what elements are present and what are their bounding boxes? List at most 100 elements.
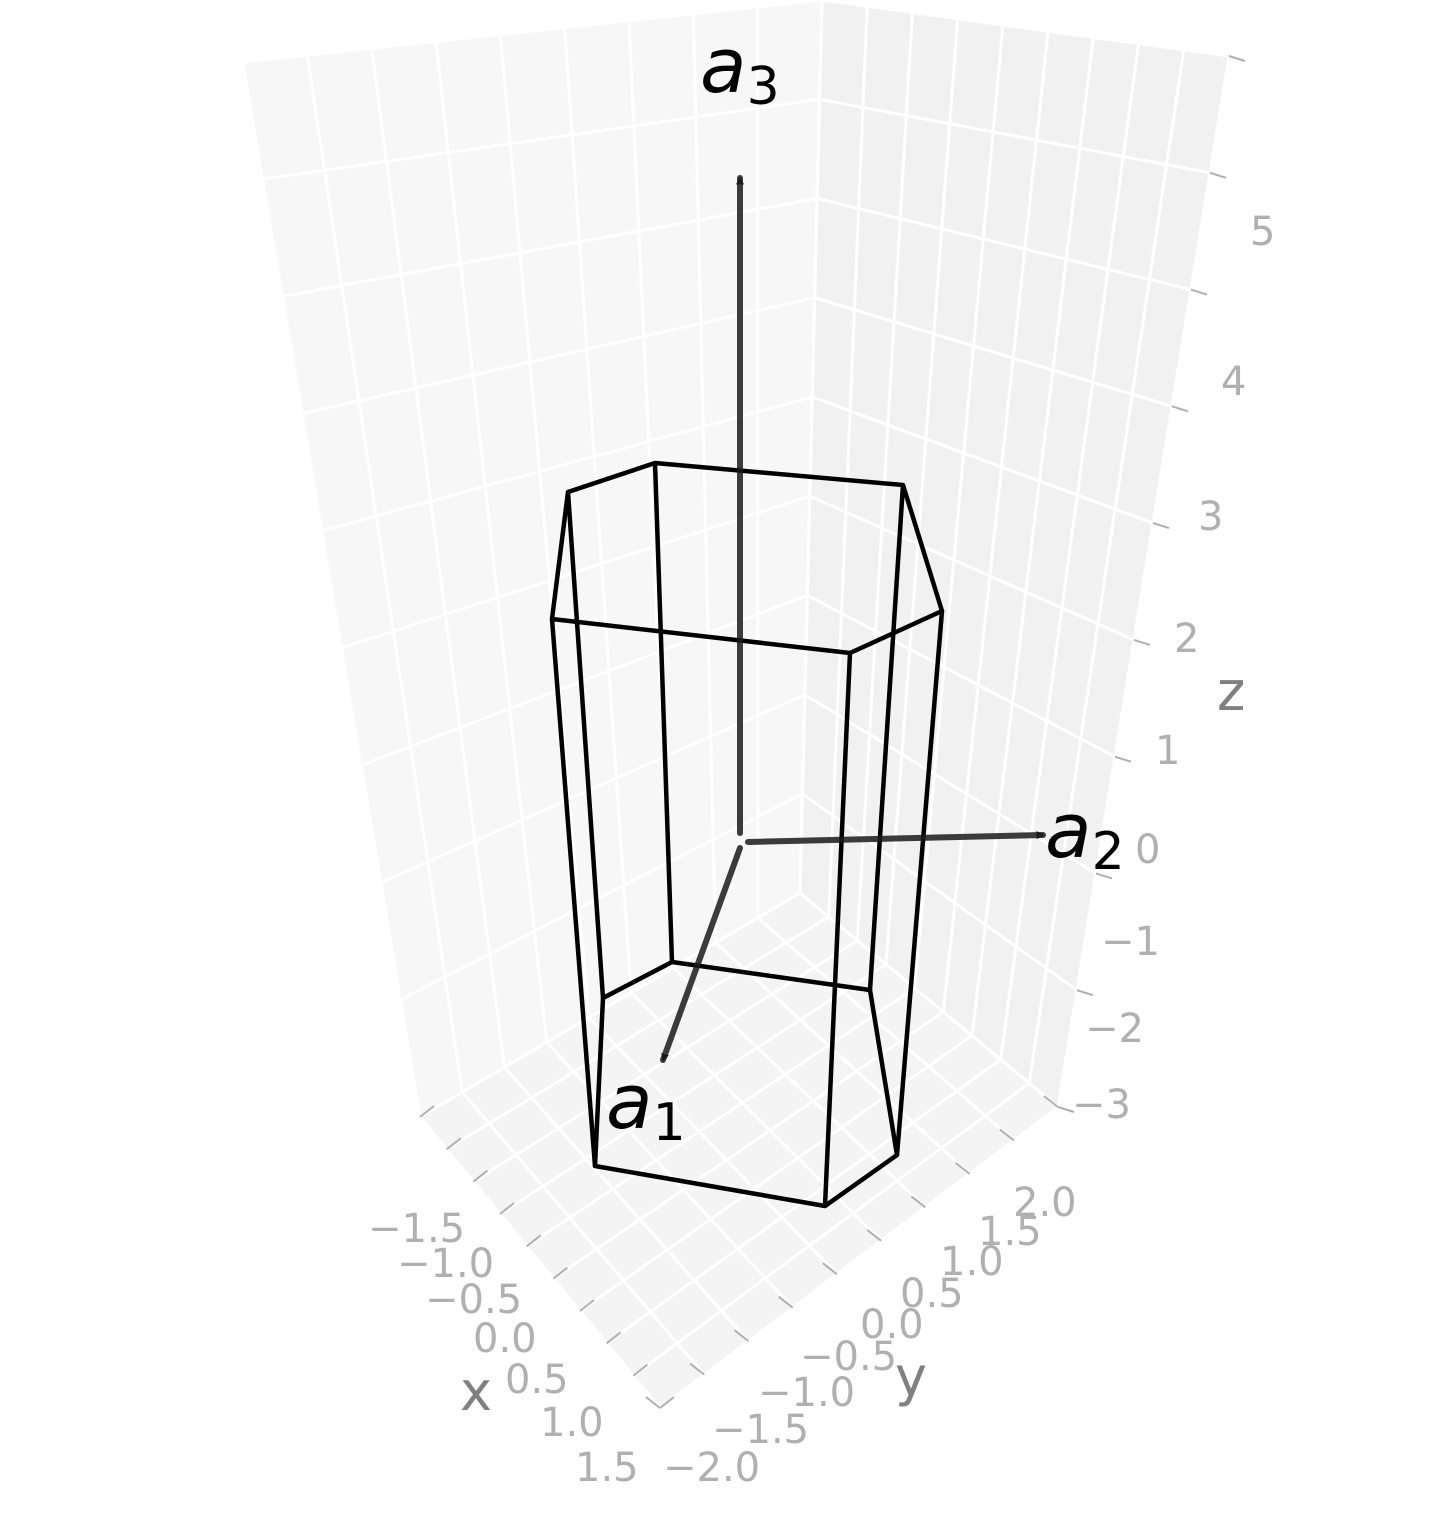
z-axis-label: z	[1217, 660, 1245, 723]
right-pane-gridline	[809, 494, 1135, 642]
floor-gridline	[445, 915, 830, 1151]
z-tick-mark	[1209, 171, 1227, 179]
right-pane-gridline	[801, 792, 1078, 992]
x-tick-labels: −1.5 −1.0 −0.5 0.0 0.5 1.0 1.5	[368, 1206, 639, 1491]
y-tick-mark	[645, 1396, 661, 1409]
z-tick-mark	[1228, 55, 1246, 62]
x-tick-mark	[472, 1169, 488, 1183]
vector-a2-label: a2	[1045, 786, 1125, 882]
right-pane-gridline	[855, 12, 914, 941]
y-tick-label: 0.5	[900, 1271, 964, 1317]
prism-vertical-edge	[652, 462, 675, 963]
y-tick-mark	[999, 1128, 1015, 1142]
left-pane-gridline	[282, 196, 818, 298]
right-pane-gridline	[999, 43, 1141, 1060]
y-tick-mark	[910, 1195, 926, 1209]
grid-lines	[241, 0, 1231, 1410]
z-tick-mark	[1114, 755, 1132, 763]
floor-gridline	[418, 1116, 662, 1409]
x-tick-mark	[446, 1137, 462, 1151]
floor-gridline	[799, 891, 1059, 1109]
z-tick-label: −1	[1101, 919, 1160, 965]
y-tick-mark	[778, 1295, 794, 1309]
y-tick-label: −1.5	[712, 1407, 809, 1453]
y-tick-mark	[1043, 1095, 1059, 1108]
x-tick-mark	[659, 1396, 675, 1409]
x-tick-label: −1.5	[368, 1206, 465, 1252]
right-pane-gridline	[827, 6, 869, 917]
right-pane-gridline	[819, 97, 1211, 175]
left-pane-gridline	[241, 61, 422, 1118]
left-pane-gridline	[380, 693, 806, 884]
floor-gridline	[659, 1105, 1059, 1410]
y-tick-mark	[733, 1329, 750, 1342]
left-pane-gridline	[242, 0, 823, 64]
right-pane-gridline	[1027, 49, 1186, 1084]
floor-gridline	[714, 941, 971, 1176]
left-pane-gridline	[301, 296, 816, 416]
prism-vertical-edge	[822, 652, 853, 1207]
floor-gridline	[756, 916, 1015, 1142]
x-tick-mark	[579, 1299, 595, 1312]
y-axis-label: y	[895, 1345, 927, 1408]
right-pane-gridline	[814, 296, 1173, 408]
x-tick-label: 1.5	[575, 1445, 639, 1491]
z-tick-label: 3	[1198, 494, 1223, 540]
z-tick-label: 4	[1221, 359, 1246, 405]
vector-a1-label: a1	[606, 1057, 686, 1153]
z-tick-mark	[1076, 989, 1094, 997]
x-tick-mark	[499, 1202, 515, 1215]
floor-gridline	[579, 1034, 973, 1313]
y-tick-labels: −2.0 −1.5 −1.0 −0.5 0.0 0.5 1.0 1.5 2.0	[663, 1180, 1077, 1491]
right-pane-gridline	[970, 37, 1095, 1036]
y-tick-label: 0.0	[860, 1302, 924, 1348]
z-tick-label: 2	[1174, 616, 1199, 662]
right-pane-gridline	[884, 18, 960, 965]
right-pane-gridline	[1056, 55, 1231, 1108]
x-tick-mark	[632, 1363, 648, 1377]
left-pane	[243, 0, 822, 1117]
axis-ticks	[419, 55, 1246, 1409]
vector-a3-label: a3	[700, 21, 780, 117]
right-pane-gridline	[811, 395, 1154, 525]
z-tick-mark	[1057, 1106, 1075, 1113]
right-pane-gridline	[816, 196, 1192, 292]
x-tick-mark	[606, 1331, 622, 1345]
floor-gridline	[632, 1081, 1031, 1377]
x-tick-label: −1.0	[397, 1241, 494, 1287]
x-tick-mark	[419, 1105, 435, 1118]
floor-gridline	[552, 1010, 945, 1280]
y-tick-label: 1.0	[940, 1239, 1004, 1285]
x-axis-label: x	[460, 1360, 492, 1423]
right-pane-gridline	[941, 30, 1050, 1013]
left-pane-gridline	[262, 97, 820, 181]
left-pane-gridline	[321, 395, 813, 533]
left-pane-gridline	[498, 34, 591, 1018]
y-tick-mark	[822, 1262, 838, 1275]
z-tick-label: −2	[1085, 1006, 1144, 1052]
prism-vertical-edge	[894, 610, 945, 1156]
x-tick-label: 1.0	[540, 1400, 604, 1446]
right-pane-gridline	[913, 24, 1005, 989]
z-tick-mark	[1152, 522, 1170, 530]
left-pane-gridline	[434, 41, 549, 1043]
x-tick-label: 0.0	[473, 1316, 537, 1362]
x-tick-mark	[552, 1266, 568, 1280]
left-pane-gridline	[399, 792, 804, 1002]
right-pane-gridline	[806, 593, 1116, 759]
prism-vertical-edge	[549, 618, 598, 1167]
floor-gridline	[587, 1016, 838, 1276]
floor-gridline	[419, 891, 801, 1119]
floor-gridline	[461, 1091, 706, 1376]
prism-vertical-edge	[867, 484, 906, 991]
y-tick-mark	[689, 1362, 705, 1376]
prism-vertical-edge	[565, 491, 606, 999]
y-tick-label: −2.0	[663, 1445, 760, 1491]
left-pane-gridline	[798, 0, 824, 894]
right-pane-gridline	[821, 0, 1230, 58]
y-tick-mark	[866, 1229, 882, 1242]
z-tick-mark	[1095, 872, 1113, 880]
z-tick-mark	[1171, 405, 1189, 413]
